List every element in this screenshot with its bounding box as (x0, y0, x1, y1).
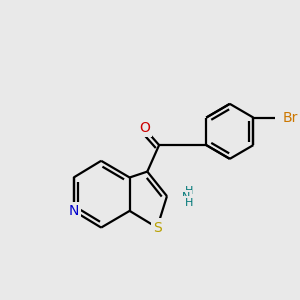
Text: H: H (185, 198, 194, 208)
Text: N: N (182, 192, 190, 202)
Text: N: N (68, 204, 79, 218)
Text: H: H (185, 186, 194, 196)
Text: S: S (153, 220, 161, 235)
Text: O: O (139, 122, 150, 135)
Text: Br: Br (283, 111, 298, 124)
